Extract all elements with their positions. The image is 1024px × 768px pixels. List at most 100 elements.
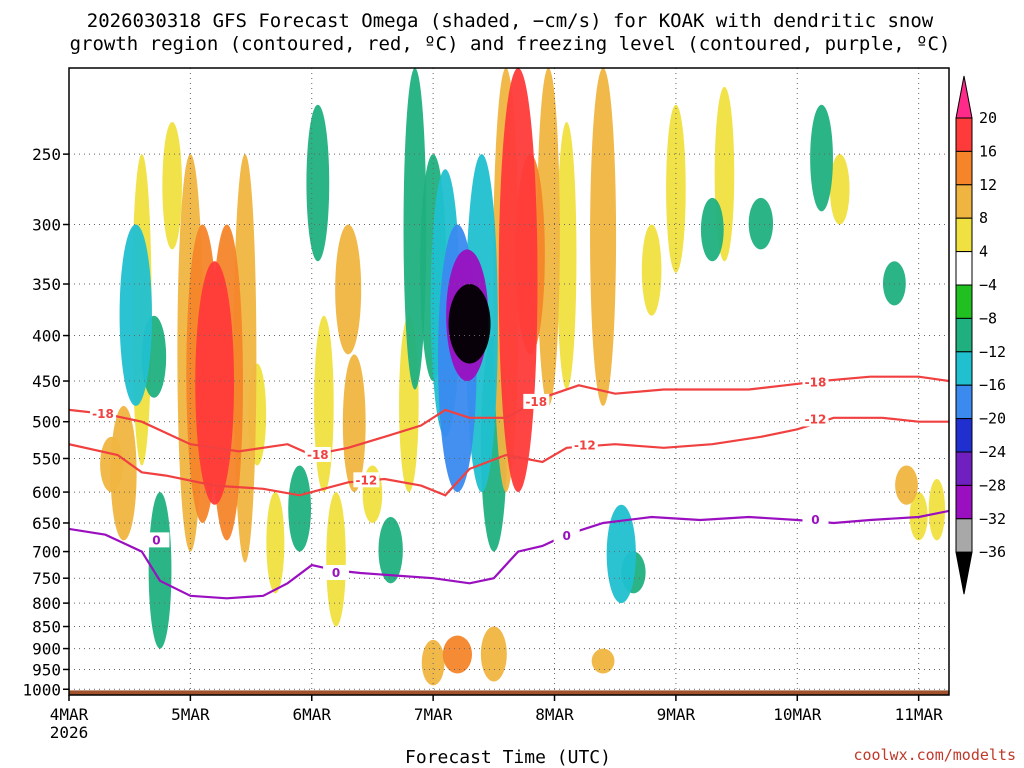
y-tick-label: 750 <box>32 569 61 588</box>
colorbar-label: −36 <box>979 543 1006 561</box>
colorbar-label: −16 <box>979 376 1006 394</box>
colorbar-swatch <box>955 184 973 219</box>
colorbar-swatch <box>955 251 973 286</box>
colorbar-label: 16 <box>979 142 997 160</box>
omega-cell <box>442 635 473 674</box>
colorbar-label: −28 <box>979 476 1006 494</box>
omega-cell <box>480 626 507 682</box>
y-tick-label: 400 <box>32 327 61 346</box>
y-tick-label: 500 <box>32 413 61 432</box>
omega-cell <box>748 197 774 250</box>
y-tick-label: 900 <box>32 640 61 659</box>
omega-cell <box>928 478 946 541</box>
contour-label: -18 <box>525 395 547 409</box>
colorbar-label: −8 <box>979 309 997 327</box>
omega-cell <box>288 465 312 552</box>
omega-cell <box>162 121 182 250</box>
y-tick-label: 700 <box>32 543 61 562</box>
colorbar-label: −12 <box>979 343 1006 361</box>
y-tick-label: 650 <box>32 514 61 533</box>
contour-label-bg <box>523 393 550 409</box>
omega-cell <box>895 465 918 505</box>
colorbar-label: 4 <box>979 243 988 261</box>
contour-label-bg <box>553 527 580 543</box>
contour-label: -12 <box>574 439 596 453</box>
dgz-contour-minus18 <box>69 375 949 457</box>
omega-cell <box>306 104 330 262</box>
contour-label-bg <box>571 437 598 453</box>
contour-label: 0 <box>811 513 819 527</box>
colorbar-label: −20 <box>979 410 1006 428</box>
omega-cell <box>448 284 491 364</box>
omega-cell <box>378 516 403 584</box>
colorbar-label: 12 <box>979 176 997 194</box>
y-tick-label: 950 <box>32 660 61 679</box>
omega-cell <box>700 197 724 262</box>
y-tick-label: 800 <box>32 594 61 613</box>
colorbar-swatch <box>955 484 973 520</box>
omega-cell <box>590 68 617 406</box>
colorbar-label: −24 <box>979 443 1006 461</box>
y-tick-label: 850 <box>32 618 61 637</box>
colorbar-swatch <box>955 418 973 453</box>
omega-cell <box>403 68 427 390</box>
omega-cell <box>498 68 538 493</box>
omega-cell <box>810 104 833 212</box>
x-tick-year-label: 2026 <box>50 723 89 742</box>
contour-label-bg <box>802 411 829 427</box>
colorbar: 20 16 12 8 4 −4 −8 −12 −16 −20 −24 −28 −32 −36 <box>955 75 1006 595</box>
omega-cell <box>641 224 662 316</box>
colorbar-label: −32 <box>979 510 1006 528</box>
colorbar-top-arrow <box>955 75 973 119</box>
contour-label: 0 <box>562 529 570 543</box>
colorbar-swatch <box>955 518 973 553</box>
chart-title-line-2: growth region (contoured, red, ºC) and f… <box>70 33 951 55</box>
omega-cell <box>195 261 235 505</box>
colorbar-swatch <box>955 117 973 152</box>
omega-cell <box>342 354 366 493</box>
colorbar-swatch <box>955 451 973 486</box>
y-tick-label: 550 <box>32 449 61 468</box>
omega-cell <box>591 648 615 674</box>
omega-cell <box>882 261 906 306</box>
omega-cell <box>110 405 137 541</box>
colorbar-swatch <box>955 150 973 186</box>
omega-cell <box>606 504 636 604</box>
omega-cell <box>421 639 445 686</box>
y-tick-label: 350 <box>32 275 61 294</box>
contour-label-bg <box>143 532 170 548</box>
y-axis: 250 300 350 400 450 500 550 600 650 700 750 800 850 9… <box>22 145 69 699</box>
x-tick-label: 8MAR <box>535 705 574 724</box>
omega-cell <box>556 121 577 390</box>
x-tick-label: 10MAR <box>773 705 822 724</box>
dgz-contour-minus12 <box>69 416 949 497</box>
contour-label: 0 <box>332 566 340 580</box>
colorbar-swatch <box>955 217 973 253</box>
colorbar-swatch <box>955 351 973 386</box>
x-tick-label: 5MAR <box>171 705 210 724</box>
contour-label: 0 <box>152 533 160 547</box>
ground-layer <box>69 690 949 695</box>
contour-label-bg <box>304 446 331 462</box>
colorbar-swatch <box>955 284 973 319</box>
contour-label: -18 <box>805 376 827 390</box>
x-tick-label: 4MAR <box>50 705 89 724</box>
contour-label-bg <box>802 374 829 390</box>
contour-label-bg <box>89 405 116 421</box>
plot-area: -18 -18 -18 -18 -12 -12 -12 0 0 0 0 <box>69 68 949 695</box>
x-tick-label: 11MAR <box>895 705 944 724</box>
grid <box>69 68 949 695</box>
contour-label: -18 <box>92 407 114 421</box>
contour-label: -12 <box>356 473 378 487</box>
contours: -18 -18 -18 -18 -12 -12 -12 0 0 0 0 <box>69 374 949 600</box>
y-tick-label: 600 <box>32 483 61 502</box>
contour-label-bg <box>323 565 350 581</box>
y-tick-label: 1000 <box>22 680 61 699</box>
colorbar-label: 8 <box>979 209 988 227</box>
omega-cell <box>266 492 285 594</box>
contour-label: -12 <box>805 412 827 426</box>
credit-text: coolwx.com/modelts <box>853 746 1016 764</box>
chart-title-line-1: 2026030318 GFS Forecast Omega (shaded, −… <box>87 10 934 32</box>
colorbar-label: −4 <box>979 276 997 294</box>
